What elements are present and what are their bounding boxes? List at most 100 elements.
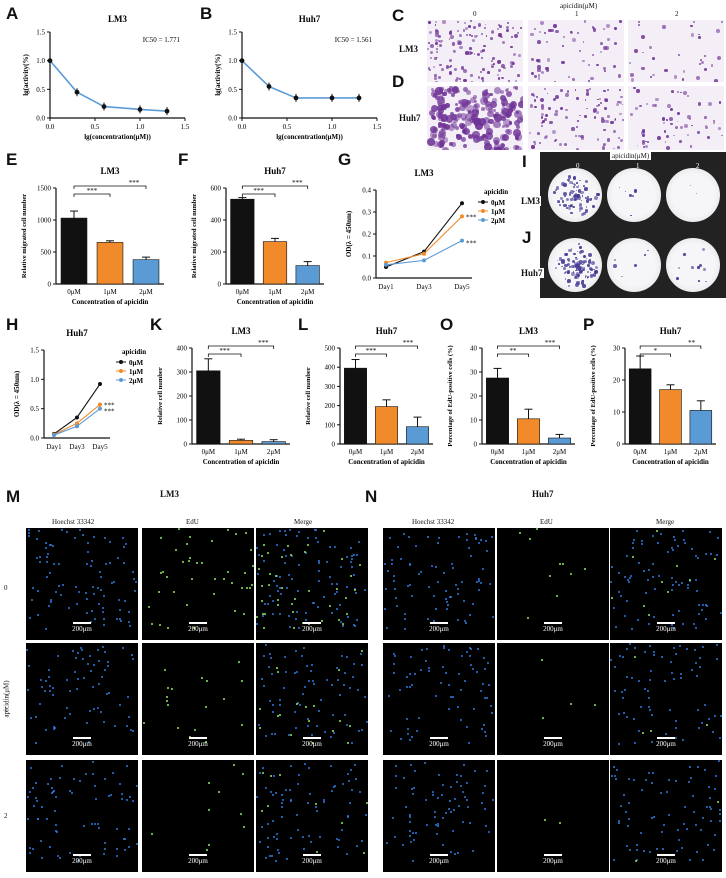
y-tick-label: 500 [41,249,52,257]
transwell-image-r1-c1 [528,86,624,150]
y-tick-label: 0.5 [228,86,237,94]
sig-bracket [241,193,276,197]
bar-chart-f-huh7-migration: Huh7 0 200 400 600 0μM 1μM 2μM *** *** Concentrati… [191,166,324,306]
sig-label: *** [466,213,477,221]
panel-letter-d: D [392,72,405,91]
x-tick-label: 1.0 [136,123,145,131]
series-line [53,404,101,435]
y-axis-label: OD(λ = 450nm) [345,210,353,257]
x-axis-label: Concentration of apicidin [348,458,425,466]
data-point [239,58,245,64]
data-point [164,108,170,114]
y-axis-label: OD(λ = 450nm) [13,370,21,417]
edu-n-hoechst-r0: 200μm [383,528,495,640]
data-point [266,84,272,89]
series-line [385,202,463,268]
category-label: 1μM [664,448,678,456]
series-point [460,238,464,243]
transwell-panel: apicidin(μM) 0 1 2 LM3 Huh7 [399,0,725,150]
colony-dish-r0-c1 [607,168,661,222]
bar [196,370,221,445]
y-tick-label: 1.0 [228,57,237,65]
edu-m-merge-r2: 200μm [256,760,368,872]
y-tick-label: 0 [48,281,52,289]
legend-marker [119,360,123,364]
y-tick-label: 600 [211,185,222,193]
y-tick-label: 0 [474,441,478,449]
y-tick-label: 200 [211,249,222,257]
ic50-chart-lm3: LM3 IC50 = 1.771 0.0 0.5 1.0 1.5 0.0 0.5 1.0 1.5 l… [22,14,190,141]
y-tick-label: 1.5 [228,29,237,37]
sig-label: *** [129,179,140,187]
sig-label: *** [292,179,303,187]
bar [228,440,254,445]
transwell-image-r0-c2 [628,20,724,82]
bar [132,259,160,285]
legend-marker [481,200,485,204]
y-tick-label: 30 [470,369,478,377]
edu-n-edu-r1: 200μm [497,643,609,755]
scale-bar: 200μm [296,854,328,865]
panel-letter-m: M [6,487,21,506]
line-chart-h-huh7-cck8: Huh7 0.0 0.5 1.0 1.5 Day1 Day3 Day5 OD(λ = 450nm… [13,328,146,451]
colony-dish-r1-c0 [548,238,602,292]
sig-bracket [497,345,560,349]
transwell-col-0: 0 [473,10,477,18]
edu-m-col-merge: Merge [294,518,313,526]
x-axis-label: lg(concentration(μM)) [84,133,151,141]
colony-row-huh7: Huh7 [520,268,544,278]
edu-n-col-merge: Merge [656,518,675,526]
bar-title: LM3 [101,166,120,176]
bar-chart-l-huh7-colony: Huh7 0 100 200 300 400 500 0μM 1μM 2μM *** *** Conce… [305,326,433,466]
sig-bracket [73,193,111,197]
ic50-chart-huh7: Huh7 IC50 = 1.561 0.0 0.5 1.0 1.5 0.0 0.5 1.0 1.5… [214,14,382,141]
line-title: Huh7 [66,328,88,338]
category-label: 0μM [67,288,81,296]
ic50-value: IC50 = 1.561 [335,36,373,44]
transwell-image-r0-c1 [528,20,624,82]
ic50-title: LM3 [108,14,127,24]
legend-label: 2μM [491,217,505,225]
bar [261,441,286,445]
panel-letter-n: N [365,487,378,506]
sig-label: *** [366,347,377,355]
y-tick-label: 20 [470,393,478,401]
bar [60,217,88,285]
transwell-row-lm3: LM3 [399,44,418,54]
scale-bar: 200μm [537,854,569,865]
scale-bar: 200μm [182,622,214,633]
edu-side-label: apicidin(μM) [2,680,11,718]
x-tick-label: Day1 [46,443,62,451]
edu-m-edu-r2: 200μm [142,760,254,872]
y-tick-label: 0.0 [30,435,39,443]
category-label: 0μM [236,288,250,296]
y-tick-label: 0.1 [362,253,371,261]
scale-bar: 200μm [296,622,328,633]
sig-bracket [241,185,309,189]
y-tick-label: 0 [617,441,621,449]
fit-curve [49,60,168,112]
panel-letter-o: O [440,315,454,334]
bar-title: Huh7 [264,166,286,176]
y-tick-label: 0.5 [36,86,45,94]
transwell-row-huh7: Huh7 [399,113,421,123]
category-label: 1μM [380,448,394,456]
panel-letter-i: I [522,152,527,171]
series-point [460,214,464,219]
scale-bar: 200μm [423,622,455,633]
edu-n-col-edu: EdU [540,518,553,526]
bar [548,437,571,445]
y-axis-label: Relative cell number [305,367,312,425]
y-tick-label: 1.5 [36,29,45,37]
y-tick-label: 400 [325,364,336,372]
sig-label: * [654,347,658,355]
category-label: 2μM [267,448,281,456]
panel-letter-h: H [6,315,19,334]
fit-curve [241,60,359,99]
data-point [74,89,80,95]
y-tick-label: 1.0 [36,57,45,65]
x-tick-label: 0.0 [238,123,247,131]
series-point [75,415,79,420]
category-label: 2μM [301,288,315,296]
